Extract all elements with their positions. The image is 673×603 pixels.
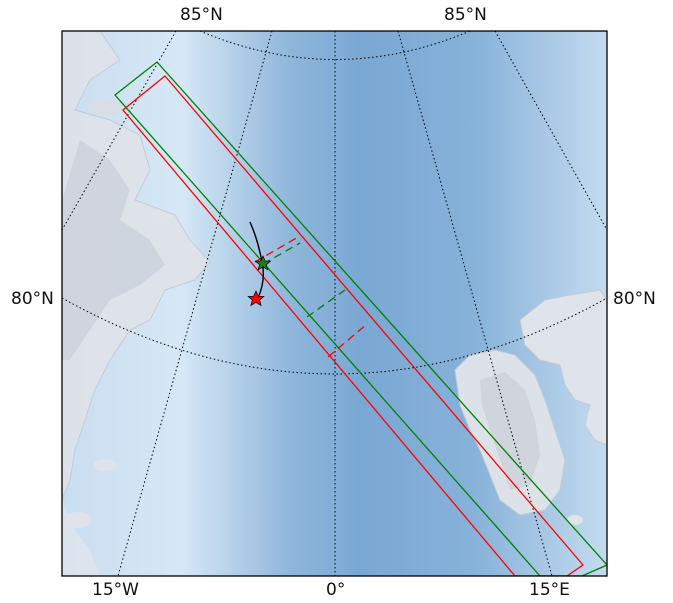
crossline-green-1 xyxy=(262,242,301,265)
parallel-80n xyxy=(62,297,607,375)
land-svalbard-shade xyxy=(480,372,540,490)
land-svalbard xyxy=(519,289,607,446)
label-80n-right: 80°N xyxy=(613,289,656,309)
land-greenland-shade xyxy=(62,140,165,360)
crossline-red-2 xyxy=(327,323,368,358)
graticule xyxy=(62,31,607,576)
label-0: 0° xyxy=(326,580,346,600)
green-star-marker xyxy=(254,255,272,271)
land-island xyxy=(567,515,583,525)
land-island xyxy=(587,404,607,436)
label-15e: 15°E xyxy=(529,580,570,600)
label-15w: 15°W xyxy=(92,580,139,600)
land-island xyxy=(150,212,170,224)
land-greenland-south xyxy=(62,500,100,576)
map-frame xyxy=(61,30,608,577)
red-star-marker xyxy=(247,290,265,307)
swath-green xyxy=(114,61,607,576)
crossline-red-1 xyxy=(254,235,301,263)
crossline-green-2 xyxy=(306,289,346,318)
parallel-85n xyxy=(199,31,471,60)
swath-red xyxy=(122,75,584,576)
label-85n-left: 85°N xyxy=(180,5,223,25)
land-island xyxy=(93,459,117,471)
label-85n-right: 85°N xyxy=(444,5,487,25)
label-80n-left: 80°N xyxy=(11,289,54,309)
land-island xyxy=(87,100,123,116)
land-island xyxy=(64,512,92,528)
